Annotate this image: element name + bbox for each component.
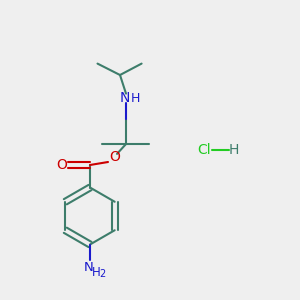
Text: H: H xyxy=(229,143,239,157)
Text: O: O xyxy=(110,150,120,164)
Text: H: H xyxy=(130,92,140,105)
Text: O: O xyxy=(57,158,68,172)
Text: 2: 2 xyxy=(100,269,106,279)
Text: H: H xyxy=(92,266,100,279)
Text: Cl: Cl xyxy=(197,143,211,157)
Text: N: N xyxy=(84,261,93,274)
Text: N: N xyxy=(119,91,130,104)
